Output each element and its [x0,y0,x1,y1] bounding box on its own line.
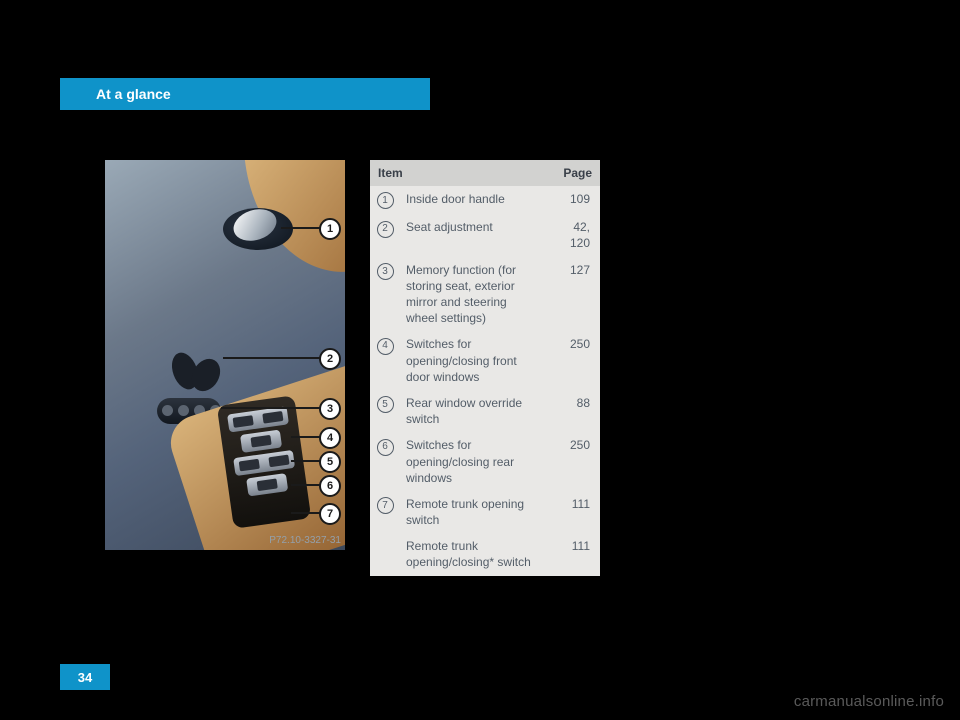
row-page: 42, 120 [542,214,600,256]
row-page: 109 [542,186,600,214]
seat-adjust-control [167,352,223,398]
table-row: 2 Seat adjustment 42, 120 [370,214,600,256]
row-item: Switches for opening/closing rear window… [398,432,542,491]
callout-5: 5 [319,451,341,473]
callout-2: 2 [319,348,341,370]
door-panel-illustration: 1 2 3 4 5 6 7 P72.10-3327-31 [105,160,345,550]
illustration-caption: P72.10-3327-31 [269,535,341,546]
section-header: At a glance [60,78,430,110]
row-item: Memory function (for storing seat, exter… [398,257,542,332]
row-num: 2 [370,214,398,256]
row-page: 250 [542,432,600,491]
front-window-switches [227,406,289,432]
leader-5 [291,460,321,462]
callout-6: 6 [319,475,341,497]
row-num: 4 [370,331,398,390]
col-item: Item [370,160,542,186]
override-switch [240,430,282,453]
callout-4: 4 [319,427,341,449]
row-item: Switches for opening/closing front door … [398,331,542,390]
table-row: 1 Inside door handle 109 [370,186,600,214]
leader-7 [291,512,321,514]
row-num [370,533,398,575]
row-page: 111 [542,491,600,533]
table-body: 1 Inside door handle 109 2 Seat adjustme… [370,186,600,576]
row-item: Remote trunk opening/closing* switch [398,533,542,575]
table-row: 4 Switches for opening/closing front doo… [370,331,600,390]
col-page: Page [542,160,600,186]
row-page: 250 [542,331,600,390]
row-num: 5 [370,390,398,432]
table-row: 6 Switches for opening/closing rear wind… [370,432,600,491]
row-item: Remote trunk opening switch [398,491,542,533]
leader-2 [223,357,321,359]
row-num: 1 [370,186,398,214]
table-row: 7 Remote trunk opening switch 111 [370,491,600,533]
row-item: Rear window override switch [398,390,542,432]
table-row: Remote trunk opening/closing* switch 111 [370,533,600,575]
watermark: carmanualsonline.info [794,693,944,710]
table-row: 3 Memory function (for storing seat, ext… [370,257,600,332]
leader-3 [221,407,321,409]
callout-7: 7 [319,503,341,525]
page-number: 34 [60,664,110,690]
callout-1: 1 [319,218,341,240]
leader-6 [291,484,321,486]
leader-4 [291,436,321,438]
rear-window-switches [233,450,295,476]
row-item: Inside door handle [398,186,542,214]
section-title: At a glance [60,86,171,102]
table-row: 5 Rear window override switch 88 [370,390,600,432]
row-page: 88 [542,390,600,432]
row-page: 111 [542,533,600,575]
reference-table: Item Page 1 Inside door handle 109 2 Sea… [370,160,600,576]
row-item: Seat adjustment [398,214,542,256]
row-num: 7 [370,491,398,533]
leader-1 [281,227,321,229]
trunk-switch [246,473,288,496]
row-num: 3 [370,257,398,332]
row-page: 127 [542,257,600,332]
row-num: 6 [370,432,398,491]
table-header-row: Item Page [370,160,600,186]
callout-3: 3 [319,398,341,420]
